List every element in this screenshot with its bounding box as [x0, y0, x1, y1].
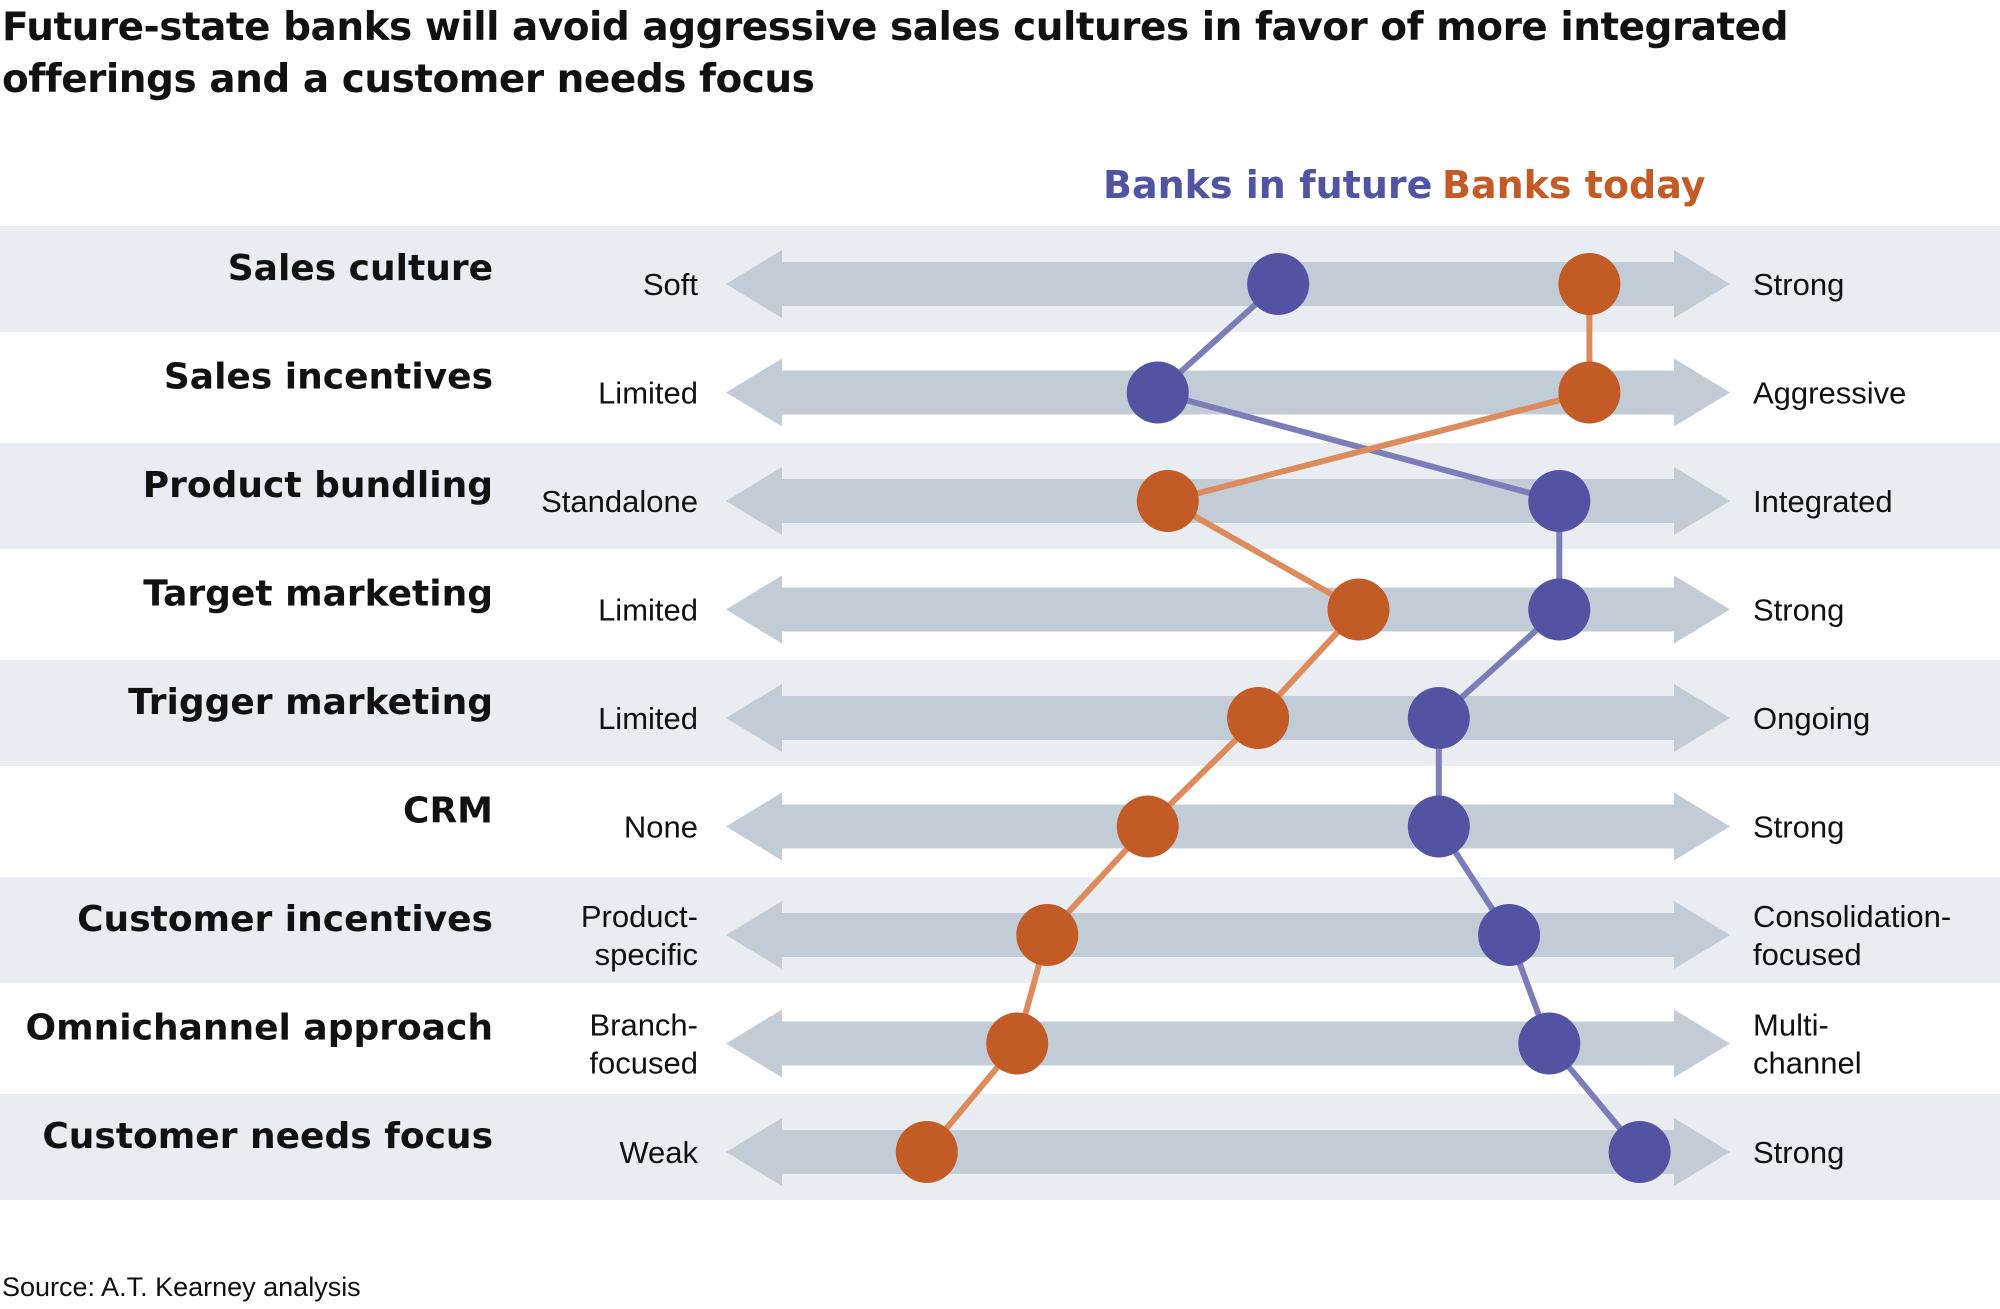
point-today — [1016, 904, 1079, 966]
right-end-label: channel — [1753, 1046, 1862, 1081]
source-note: Source: A.T. Kearney analysis — [2, 1272, 361, 1302]
row-label: Sales culture — [228, 248, 493, 289]
range-arrow — [726, 467, 1730, 535]
range-arrow — [726, 358, 1730, 427]
point-today — [1136, 470, 1199, 532]
point-future — [1247, 253, 1310, 315]
right-end-label: Strong — [1753, 1135, 1844, 1170]
point-future — [1407, 795, 1470, 858]
right-end-label: Strong — [1753, 267, 1844, 302]
left-end-label: Product- — [581, 899, 698, 934]
end-labels: Soft Strong Limited Aggressive Standalone Int… — [541, 267, 1951, 1170]
right-end-label: Ongoing — [1753, 701, 1870, 736]
left-end-label: None — [624, 810, 698, 845]
point-future — [1528, 470, 1591, 532]
range-arrow — [726, 1118, 1730, 1186]
left-end-label: Standalone — [541, 484, 698, 519]
point-future — [1608, 1121, 1671, 1183]
point-today — [1558, 253, 1621, 315]
legend: Banks in future Banks today — [1103, 163, 1706, 207]
left-end-label: Limited — [598, 701, 698, 736]
row-label: Sales incentives — [164, 357, 493, 398]
right-end-label: Strong — [1753, 593, 1844, 628]
point-today — [1116, 795, 1179, 858]
point-today — [1558, 361, 1621, 424]
range-arrows — [726, 250, 1730, 1186]
row-label: CRM — [403, 791, 493, 832]
right-end-label: Integrated — [1753, 484, 1893, 519]
left-end-label: Weak — [619, 1135, 698, 1170]
point-future — [1478, 904, 1541, 966]
right-end-label: focused — [1753, 937, 1862, 972]
range-arrow — [726, 901, 1730, 969]
range-arrow — [726, 1009, 1730, 1078]
series-points — [895, 253, 1671, 1183]
left-end-label: specific — [595, 937, 698, 972]
legend-today: Banks today — [1442, 163, 1706, 207]
point-future — [1528, 578, 1591, 641]
row-label: Customer incentives — [77, 899, 493, 940]
range-arrow — [726, 575, 1730, 644]
point-future — [1407, 687, 1470, 749]
row-labels: Sales culture Sales incentives Product bun… — [26, 248, 493, 1157]
point-today — [986, 1012, 1049, 1075]
point-future — [1126, 361, 1189, 424]
legend-future: Banks in future — [1103, 163, 1432, 207]
left-end-label: Limited — [598, 376, 698, 411]
right-end-label: Consolidation- — [1753, 899, 1951, 934]
right-end-label: Strong — [1753, 810, 1844, 845]
point-today — [895, 1121, 958, 1183]
left-end-label: Branch- — [589, 1008, 698, 1043]
row-label: Trigger marketing — [128, 682, 493, 723]
row-label: Target marketing — [143, 574, 493, 615]
row-label: Product bundling — [143, 465, 493, 506]
row-label: Omnichannel approach — [26, 1008, 493, 1049]
row-label: Customer needs focus — [42, 1116, 493, 1157]
left-end-label: Limited — [598, 593, 698, 628]
range-arrow — [726, 250, 1730, 318]
left-end-label: focused — [589, 1046, 698, 1081]
left-end-label: Soft — [643, 267, 699, 302]
chart-title: Future-state banks will avoid aggressive… — [2, 5, 1789, 102]
right-end-label: Multi- — [1753, 1008, 1829, 1043]
right-end-label: Aggressive — [1753, 376, 1906, 411]
point-today — [1227, 687, 1290, 749]
point-future — [1518, 1012, 1581, 1075]
point-today — [1327, 578, 1390, 641]
range-arrow — [726, 792, 1730, 861]
